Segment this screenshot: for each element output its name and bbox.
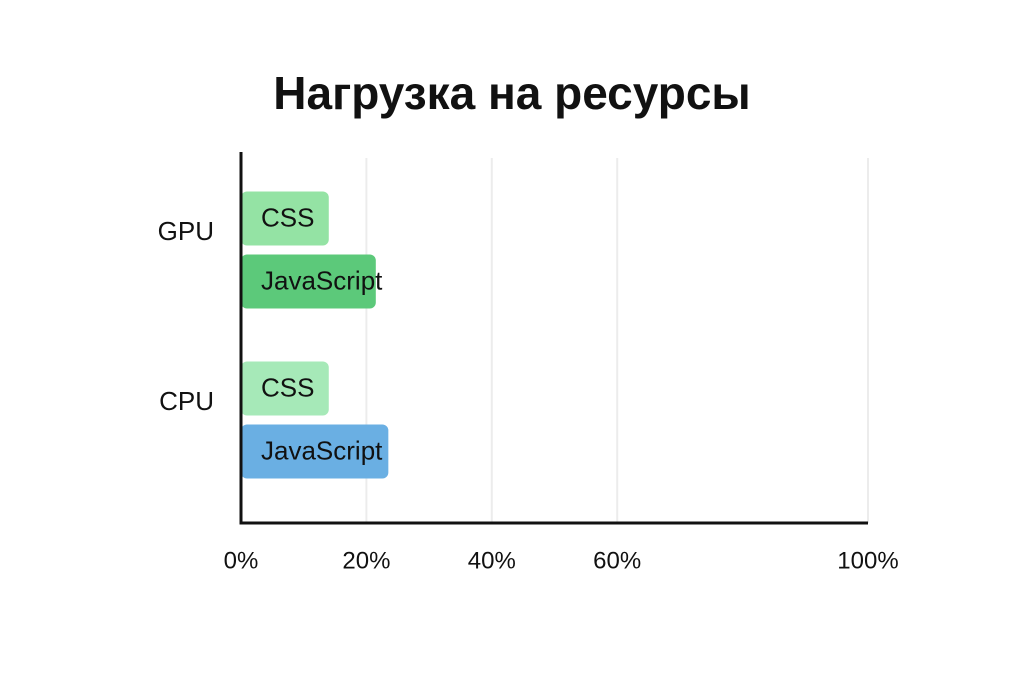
x-tick-label: 100% <box>837 547 898 574</box>
bar-label: JavaScript <box>261 435 383 465</box>
y-tick-label: GPU <box>158 216 214 246</box>
chart-title: Нагрузка на ресурсы <box>273 67 750 119</box>
bar-label: JavaScript <box>261 265 383 295</box>
y-tick-label: CPU <box>159 386 214 416</box>
bar <box>241 191 329 246</box>
bar-label: CSS <box>261 372 314 402</box>
x-tick-label: 40% <box>468 547 516 574</box>
bar-label: CSS <box>261 202 314 232</box>
bar <box>241 424 389 479</box>
bar <box>241 254 376 309</box>
bar <box>241 361 329 416</box>
x-tick-label: 60% <box>593 547 641 574</box>
x-tick-label: 20% <box>342 547 390 574</box>
x-tick-label: 0% <box>224 547 259 574</box>
